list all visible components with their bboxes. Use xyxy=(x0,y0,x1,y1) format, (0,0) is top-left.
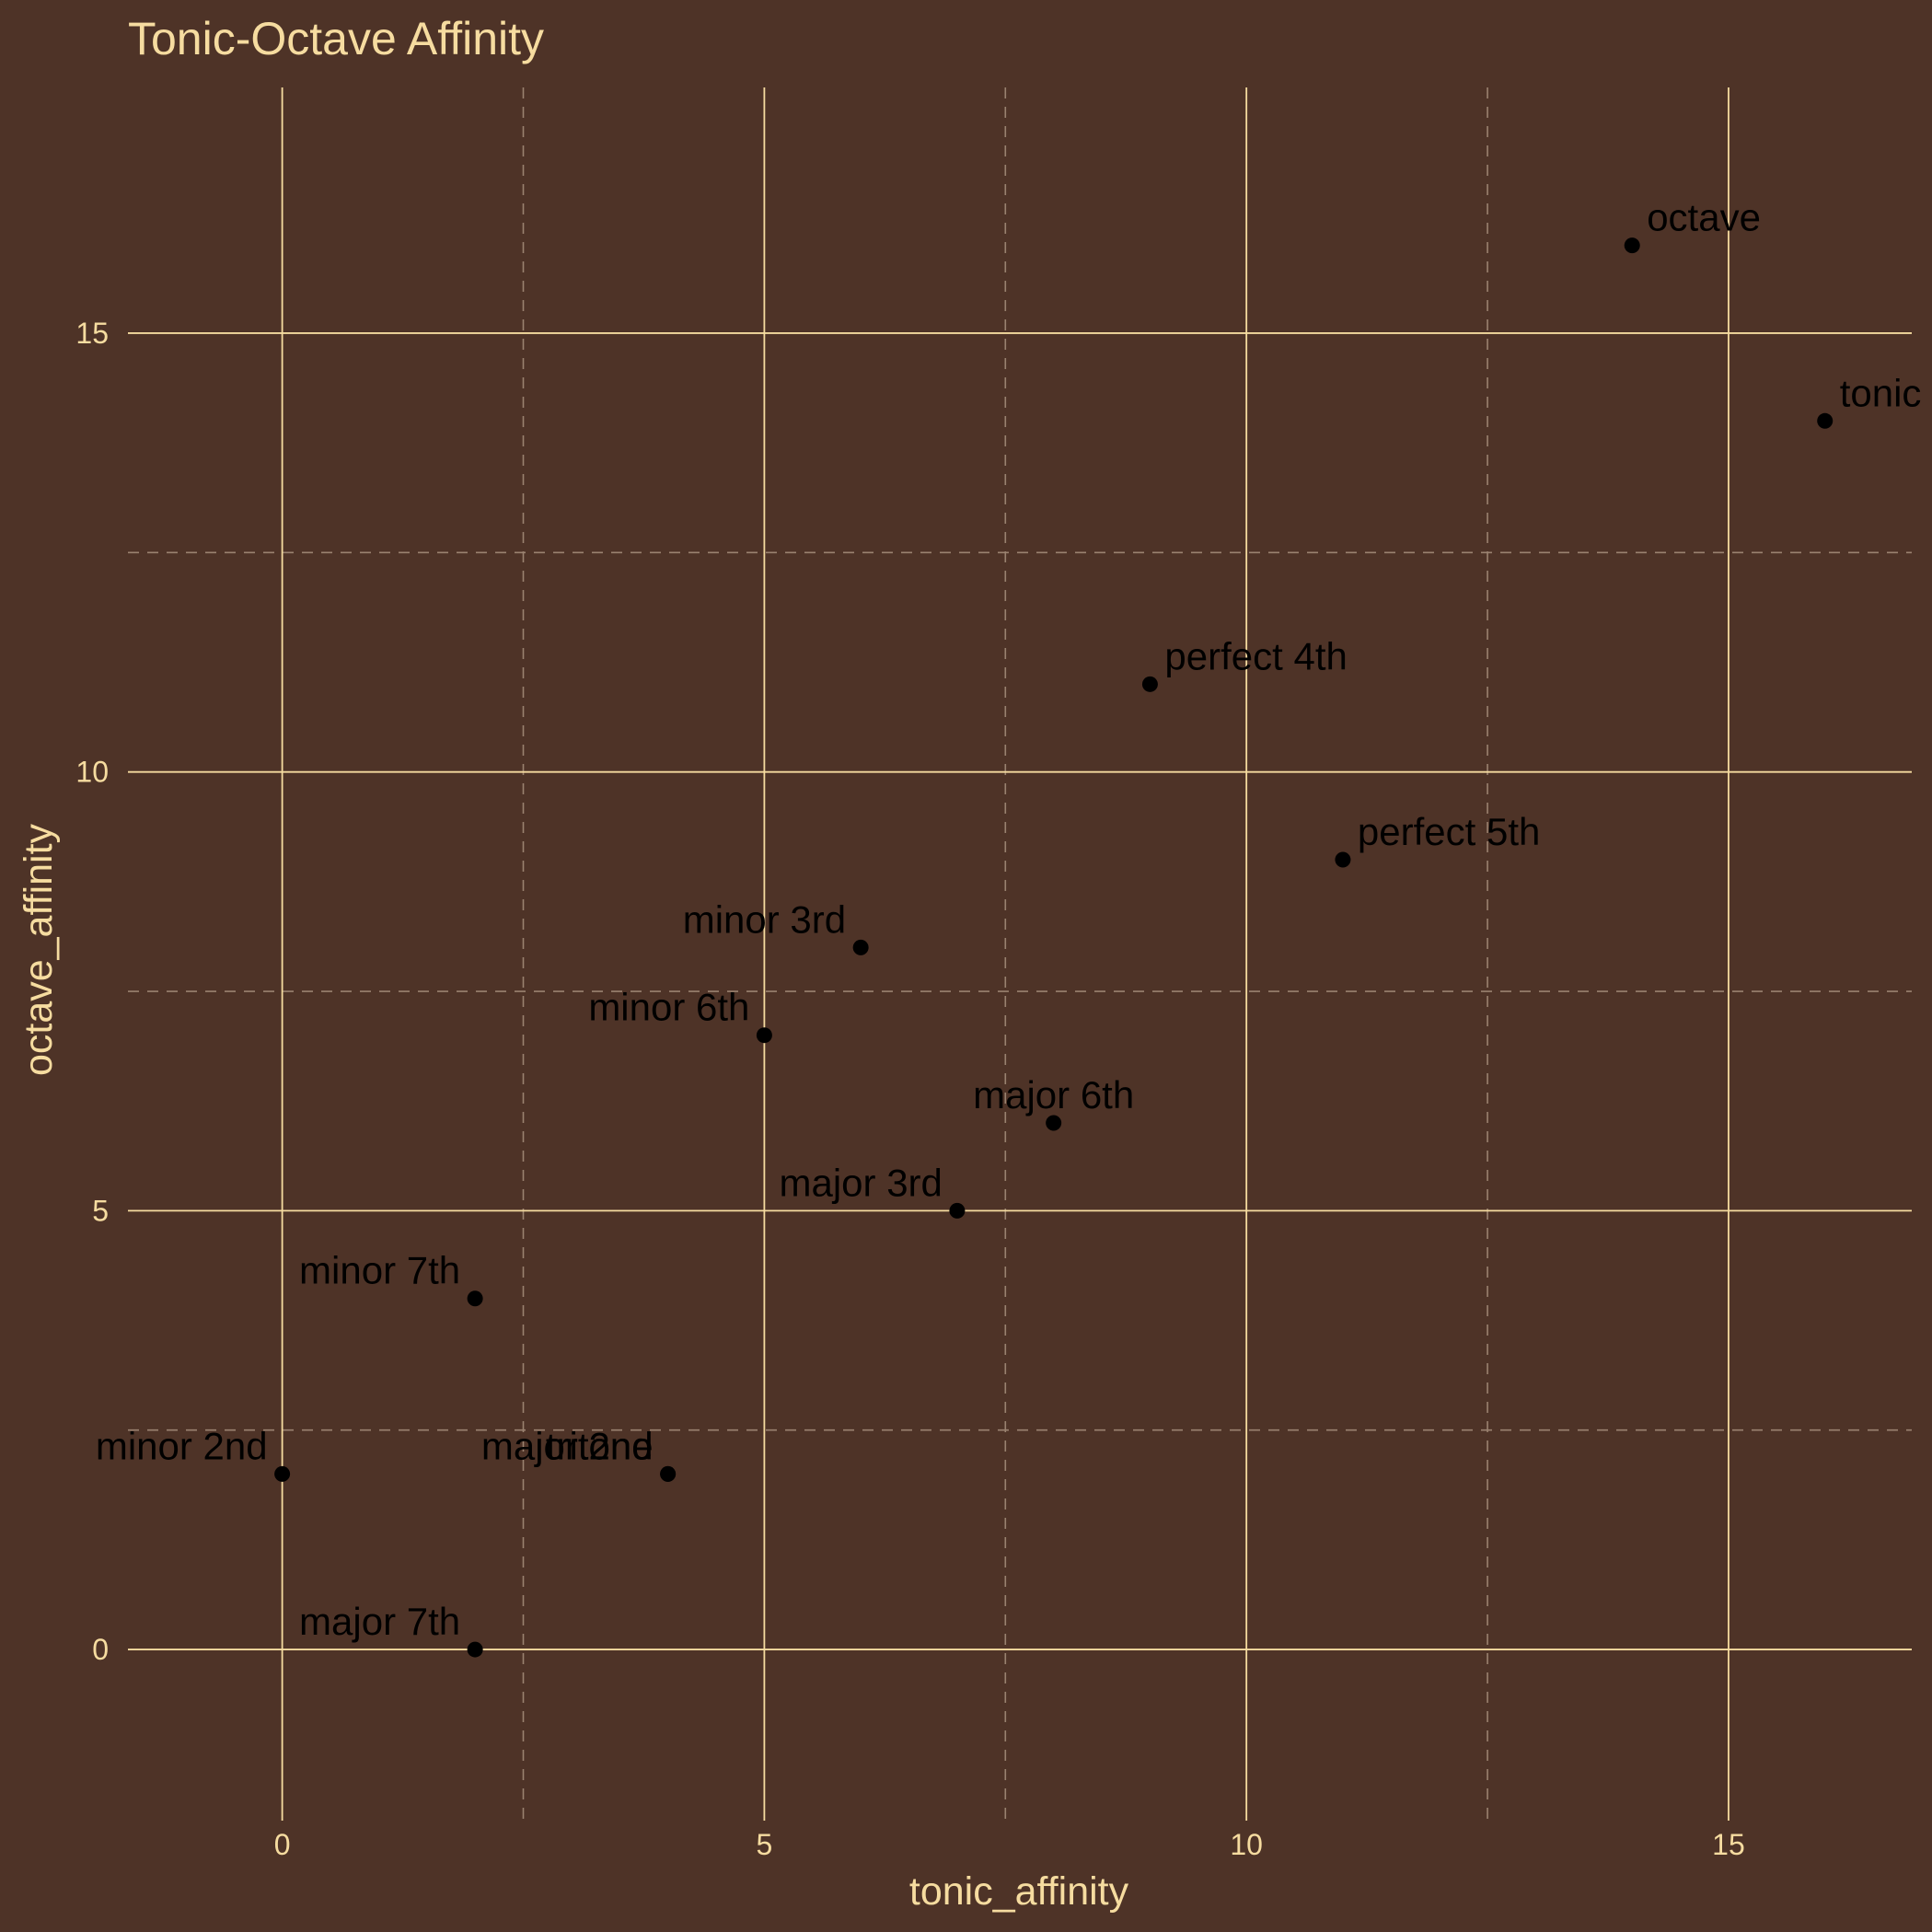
point-labels: octave tonic perfect 4th perfect 5th minor 3… xyxy=(96,196,1922,1643)
point-label: major 2nd xyxy=(481,1424,654,1467)
chart-title: Tonic-Octave Affinity xyxy=(128,13,544,64)
point-label: tonic xyxy=(1840,371,1922,414)
y-tick-label: 0 xyxy=(92,1633,109,1666)
data-point xyxy=(1046,1115,1062,1131)
point-label: major 7th xyxy=(299,1600,460,1643)
data-point xyxy=(467,1290,483,1307)
x-tick-label: 5 xyxy=(756,1828,772,1861)
x-tick-label: 15 xyxy=(1712,1828,1745,1861)
point-label: tritone xyxy=(546,1424,654,1467)
data-point xyxy=(1817,412,1834,429)
data-point xyxy=(274,1465,291,1482)
y-tick-label: 15 xyxy=(75,317,109,350)
y-tick-label: 10 xyxy=(75,756,109,789)
y-axis-title: octave_affinity xyxy=(17,823,61,1076)
data-point xyxy=(660,1465,677,1482)
data-point xyxy=(1335,851,1351,868)
data-point xyxy=(756,1027,772,1044)
point-label: minor 2nd xyxy=(96,1424,268,1467)
point-label: perfect 5th xyxy=(1358,810,1540,853)
tick-labels: 0 5 10 15 0 5 10 15 xyxy=(75,317,1744,1861)
data-point xyxy=(1624,237,1640,254)
point-label: minor 6th xyxy=(588,986,749,1029)
grid xyxy=(128,87,1912,1821)
point-label: minor 3rd xyxy=(683,897,846,941)
data-point xyxy=(852,939,869,955)
data-point xyxy=(467,1641,483,1658)
data-points xyxy=(274,237,1834,1658)
x-tick-label: 10 xyxy=(1230,1828,1263,1861)
x-tick-label: 0 xyxy=(274,1828,291,1861)
x-axis-title: tonic_affinity xyxy=(909,1869,1129,1914)
point-label: major 6th xyxy=(973,1073,1134,1116)
y-tick-label: 5 xyxy=(92,1194,109,1227)
point-label: perfect 4th xyxy=(1164,634,1347,677)
data-point xyxy=(1141,676,1158,692)
point-label: octave xyxy=(1647,196,1761,239)
point-label: major 3rd xyxy=(780,1161,943,1204)
point-label: minor 7th xyxy=(299,1249,460,1292)
data-point xyxy=(949,1202,966,1219)
